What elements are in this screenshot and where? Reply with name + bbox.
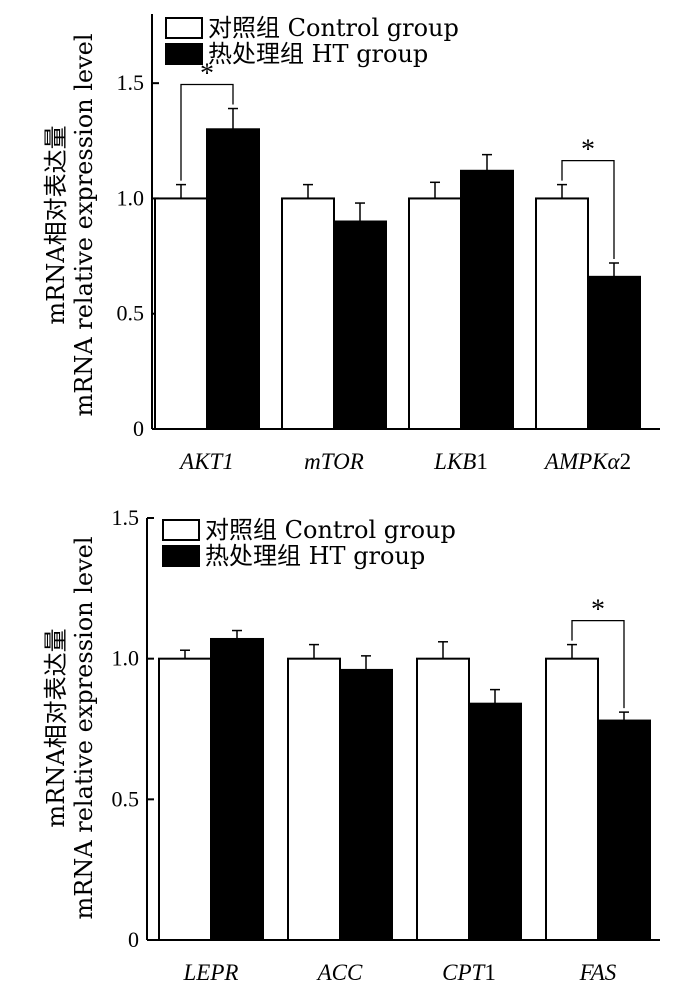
significance-star: * bbox=[581, 135, 595, 166]
bar-ht bbox=[339, 668, 393, 941]
legend-swatch-ht bbox=[162, 545, 200, 567]
legend-label-ht: 热处理组 HT group bbox=[208, 40, 428, 68]
y-tick-label: 1.5 bbox=[117, 70, 145, 95]
bar-control bbox=[287, 657, 341, 942]
bar-control bbox=[416, 657, 470, 942]
significance-bracket bbox=[561, 159, 615, 259]
bar-ht bbox=[587, 275, 641, 431]
bar-control bbox=[545, 657, 599, 942]
bar-ht bbox=[597, 719, 651, 941]
significance-bracket bbox=[180, 83, 234, 181]
bar-ht bbox=[468, 702, 522, 941]
y-axis-label: mRNA相对表达量 bbox=[42, 125, 70, 324]
y-tick-label: 1.0 bbox=[112, 646, 140, 671]
y-tick-label: 0.5 bbox=[117, 301, 145, 326]
significance-star: * bbox=[200, 59, 214, 90]
bar-ht bbox=[460, 169, 514, 430]
category-label: LKB1 bbox=[433, 449, 488, 474]
category-label: FAS bbox=[579, 960, 617, 985]
y-tick-label: 1.0 bbox=[117, 185, 145, 210]
bar-control bbox=[408, 197, 462, 430]
bar-control bbox=[535, 197, 589, 430]
category-label: LEPR bbox=[183, 960, 239, 985]
y-tick-label: 0.5 bbox=[112, 786, 140, 811]
bar-control bbox=[154, 197, 208, 430]
legend-swatch-ht bbox=[165, 43, 203, 65]
bar-ht bbox=[206, 128, 260, 430]
bar-control bbox=[158, 657, 212, 942]
legend-label-ht: 热处理组 HT group bbox=[205, 542, 425, 570]
category-label: AMPKα2 bbox=[543, 449, 631, 474]
y-axis-label: mRNA relative expression level bbox=[70, 33, 98, 416]
legend-label-control: 对照组 Control group bbox=[208, 14, 459, 42]
category-label: AKT1 bbox=[178, 449, 234, 474]
y-axis-label: mRNA relative expression level bbox=[70, 536, 98, 919]
y-axis-label: mRNA相对表达量 bbox=[42, 628, 70, 827]
significance-star: * bbox=[591, 595, 605, 626]
category-label: CPT1 bbox=[442, 960, 496, 985]
y-tick-label: 0 bbox=[133, 416, 144, 441]
chart-top: 0 0.5 1.0 1.5 mRNA相对表达量 mRNA relative express… bbox=[42, 14, 660, 474]
legend-label-control: 对照组 Control group bbox=[205, 516, 456, 544]
legend-swatch-control bbox=[162, 519, 200, 541]
bar-ht bbox=[210, 637, 264, 941]
category-label: mTOR bbox=[304, 449, 364, 474]
category-label: ACC bbox=[316, 960, 363, 985]
chart-bottom: 0 0.5 1.0 1.5 mRNA相对表达量 mRNA relative express… bbox=[42, 505, 660, 985]
y-tick-label: 0 bbox=[128, 927, 139, 952]
bar-ht bbox=[333, 220, 387, 430]
legend-swatch-control bbox=[165, 17, 203, 39]
y-tick-label: 1.5 bbox=[112, 505, 140, 530]
significance-bracket bbox=[571, 619, 625, 709]
bar-control bbox=[281, 197, 335, 430]
